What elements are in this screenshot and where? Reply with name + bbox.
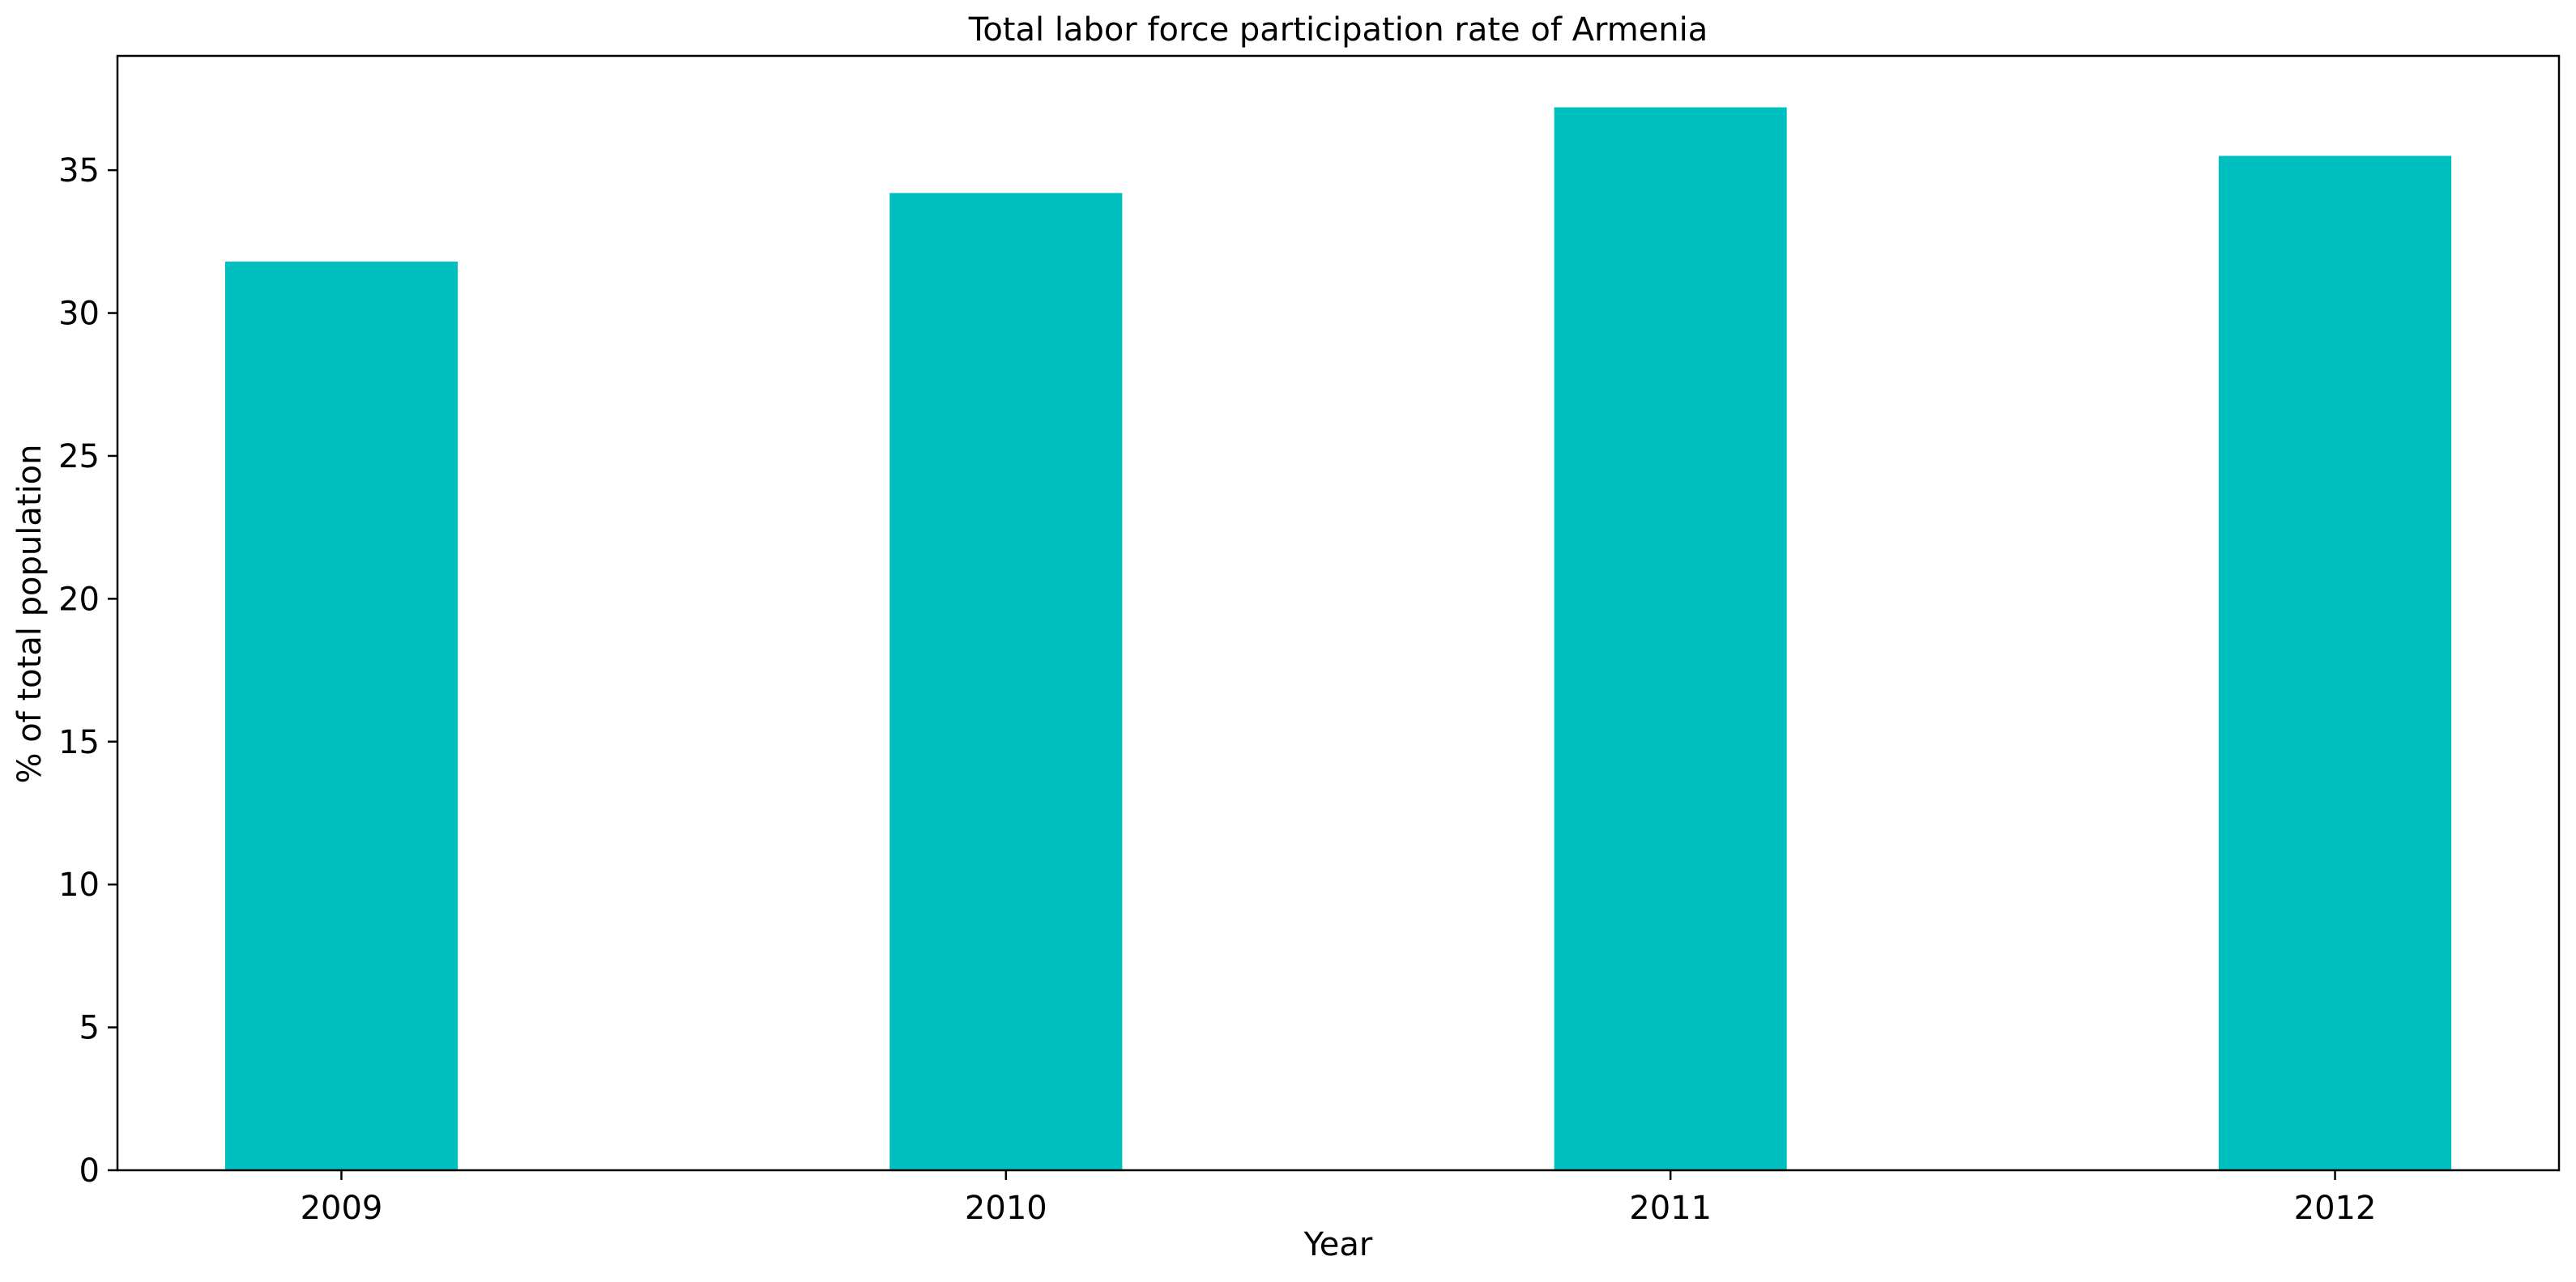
y-axis-label: % of total population: [11, 444, 49, 783]
bar-2009: [224, 262, 458, 1170]
bar-2011: [1554, 107, 1787, 1170]
x-tick-label: 2011: [1629, 1190, 1712, 1227]
x-tick-label: 2009: [301, 1190, 383, 1227]
y-tick-label: 15: [58, 724, 100, 761]
chart-title: Total labor force participation rate of …: [968, 11, 1708, 49]
x-tick-label: 2012: [2294, 1190, 2377, 1227]
bars-group: [224, 107, 2452, 1170]
y-tick-label: 20: [58, 581, 100, 618]
x-axis-label: Year: [1303, 1226, 1373, 1263]
x-tick-label: 2010: [965, 1190, 1047, 1227]
y-tick-label: 35: [58, 152, 100, 190]
bar-2012: [2218, 155, 2452, 1170]
y-tick-label: 5: [79, 1010, 100, 1047]
x-axis: 2009 2010 2011 2012: [301, 1170, 2377, 1227]
bar-2010: [889, 193, 1123, 1170]
y-tick-label: 25: [58, 438, 100, 475]
y-axis: 0 5 10 15 20 25 30 35: [58, 152, 117, 1190]
y-tick-label: 30: [58, 296, 100, 333]
y-tick-label: 0: [79, 1152, 100, 1190]
y-tick-label: 10: [58, 867, 100, 904]
plot-frame: [116, 54, 2561, 1172]
